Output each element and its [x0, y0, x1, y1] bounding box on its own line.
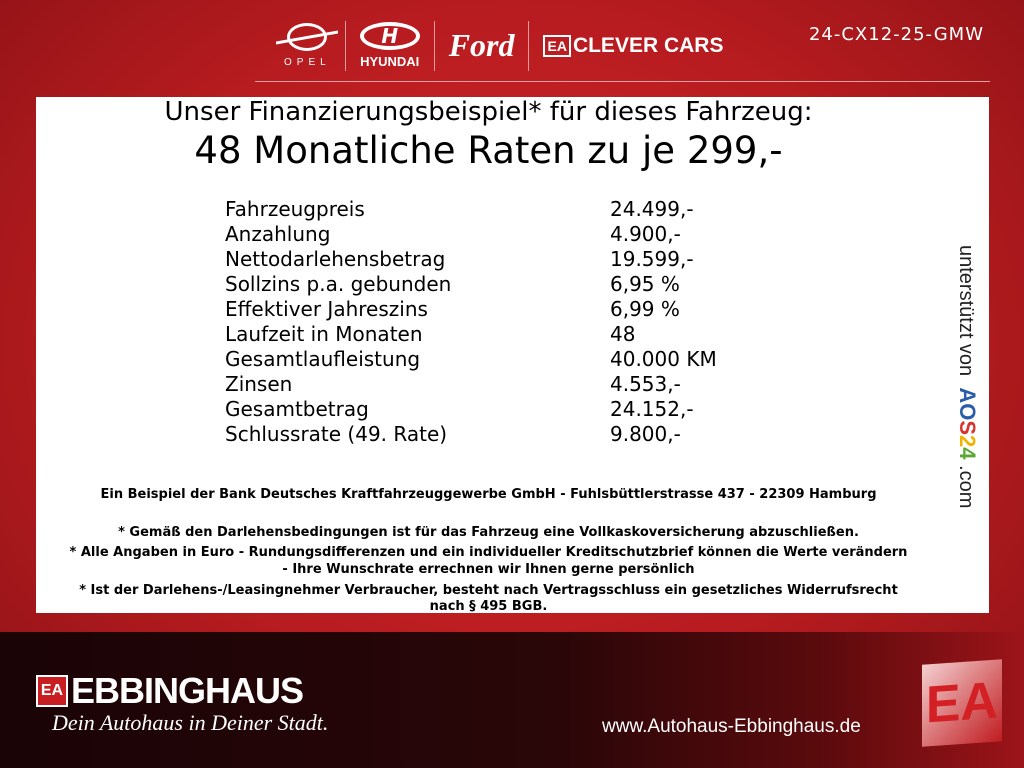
- finance-row: Zinsen 4.553,-: [225, 372, 717, 397]
- row-label: Schlussrate (49. Rate): [225, 422, 448, 446]
- row-value: 24.152,-: [610, 397, 694, 421]
- aos24-letter: O: [955, 403, 980, 421]
- finance-card: Unser Finanzierungsbeispiel* für dieses …: [36, 97, 989, 614]
- row-label: Fahrzeugpreis: [225, 197, 365, 221]
- aos24-letter: 4: [955, 447, 980, 460]
- row-value: 4.553,-: [610, 372, 681, 396]
- footnote: - Ihre Wunschrate errechnen wir Ihnen ge…: [282, 562, 695, 577]
- row-value: 9.800,-: [610, 422, 681, 446]
- finance-headline: 48 Monatliche Raten zu je 299,-: [194, 129, 783, 172]
- footnote: * Alle Angaben in Euro - Rundungsdiffere…: [69, 545, 908, 560]
- finance-table: Fahrzeugpreis 24.499,- Anzahlung 4.900,- Net…: [225, 197, 717, 447]
- finance-row: Schlussrate (49. Rate) 9.800,-: [225, 422, 717, 447]
- hyundai-icon: H: [359, 22, 420, 50]
- aos24-credit: unterstützt von AOS24 .com: [955, 245, 980, 509]
- row-value: 48: [610, 322, 636, 346]
- clever-cars-logo: EA CLEVER CARS: [529, 34, 737, 58]
- bank-note: Ein Beispiel der Bank Deutsches Kraftfah…: [100, 487, 877, 502]
- footnote: * Gemäß den Darlehensbedingungen ist für…: [118, 525, 859, 540]
- ea-emblem: EA: [922, 659, 1002, 747]
- slogan: Dein Autohaus in Deiner Stadt.: [52, 710, 329, 735]
- finance-row: Laufzeit in Monaten 48: [225, 322, 717, 347]
- finance-title: Unser Finanzierungsbeispiel* für dieses …: [164, 97, 813, 127]
- website-link[interactable]: www.Autohaus-Ebbinghaus.de: [602, 716, 861, 737]
- row-label: Sollzins p.a. gebunden: [225, 272, 452, 296]
- divider: [344, 20, 346, 71]
- row-value: 6,99 %: [610, 297, 680, 321]
- finance-row: Nettodarlehensbetrag 19.599,-: [225, 247, 717, 272]
- row-value: 4.900,-: [610, 222, 681, 246]
- finance-row: Gesamtlaufleistung 40.000 KM: [225, 347, 717, 372]
- finance-row: Fahrzeugpreis 24.499,-: [225, 197, 717, 222]
- aos24-letter: 2: [955, 435, 980, 448]
- row-label: Effektiver Jahreszins: [225, 297, 428, 321]
- opel-icon: [287, 23, 328, 51]
- row-label: Gesamtbetrag: [225, 397, 369, 421]
- opel-logo: OPEL: [270, 23, 345, 68]
- hyundai-logo: H HYUNDAI: [359, 22, 420, 69]
- brand-logos: OPEL H HYUNDAI Ford EA CLEVER CARS: [270, 18, 737, 73]
- vehicle-id: 24-CX12-25-GMW: [808, 24, 984, 45]
- row-value: 40.000 KM: [610, 347, 717, 371]
- finance-row: Gesamtbetrag 24.152,-: [225, 397, 717, 422]
- aos24-logo: AOS24: [955, 387, 980, 459]
- row-label: Gesamtlaufleistung: [225, 347, 421, 371]
- divider: [528, 20, 530, 71]
- aos24-letter: S: [955, 420, 980, 436]
- ford-logo: Ford: [448, 27, 515, 63]
- row-label: Laufzeit in Monaten: [225, 322, 423, 346]
- finance-row: Sollzins p.a. gebunden 6,95 %: [225, 272, 717, 297]
- finance-row: Anzahlung 4.900,-: [225, 222, 717, 247]
- ebbinghaus-logo: EA EBBINGHAUS: [36, 670, 304, 712]
- footer-banner: EA EBBINGHAUS Dein Autohaus in Deiner Sta…: [0, 632, 1024, 768]
- row-label: Anzahlung: [225, 222, 331, 246]
- aos24-letter: A: [955, 387, 980, 404]
- header-divider: [255, 81, 990, 82]
- row-value: 6,95 %: [610, 272, 680, 296]
- divider: [433, 20, 435, 71]
- row-label: Nettodarlehensbetrag: [225, 247, 446, 271]
- row-value: 24.499,-: [610, 197, 694, 221]
- footnote: nach § 495 BGB.: [429, 599, 548, 614]
- finance-row: Effektiver Jahreszins 6,99 %: [225, 297, 717, 322]
- row-label: Zinsen: [225, 372, 293, 396]
- footnote: * Ist der Darlehens-/Leasingnehmer Verbr…: [79, 583, 898, 598]
- row-value: 19.599,-: [610, 247, 694, 271]
